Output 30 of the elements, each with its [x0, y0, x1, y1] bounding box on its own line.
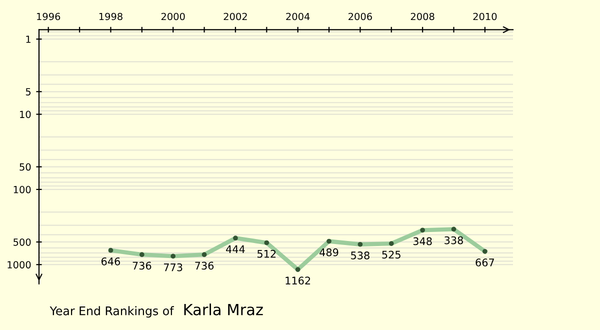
- data-label: 348: [413, 237, 432, 246]
- data-label: 489: [320, 248, 338, 256]
- x-tick-label: 2008: [410, 12, 434, 20]
- x-tick-label: 2002: [224, 12, 247, 20]
- x-tick-label: 2000: [161, 12, 185, 20]
- data-label: 525: [382, 250, 400, 259]
- data-label: 646: [102, 257, 120, 266]
- x-tick-label: 1996: [37, 12, 60, 20]
- y-tick-label: 1: [26, 36, 30, 43]
- data-label: 338: [444, 236, 463, 244]
- x-tick-label: 2010: [473, 12, 497, 20]
- x-tick-label: 2006: [348, 12, 372, 20]
- data-label: 773: [164, 263, 182, 272]
- y-tick-label: 10: [20, 110, 31, 118]
- text: Karla Mraz: [184, 304, 263, 316]
- y-tick-label: 500: [14, 238, 31, 246]
- text: Year End Rankings of: [50, 306, 174, 318]
- y-tick-label: 100: [14, 186, 31, 194]
- x-tick-label: 1998: [99, 12, 122, 20]
- x-tick-label: 2004: [286, 12, 310, 20]
- data-label: 736: [132, 262, 152, 270]
- data-label: 538: [351, 252, 370, 260]
- y-tick-label: 5: [26, 88, 31, 96]
- data-label: 667: [476, 258, 494, 266]
- y-tick-label: 1000: [8, 261, 31, 268]
- data-label: 736: [195, 262, 214, 270]
- data-label: 444: [226, 245, 245, 253]
- data-label: 1162: [286, 276, 310, 285]
- y-tick-label: 50: [20, 163, 31, 171]
- data-label: 512: [258, 250, 276, 258]
